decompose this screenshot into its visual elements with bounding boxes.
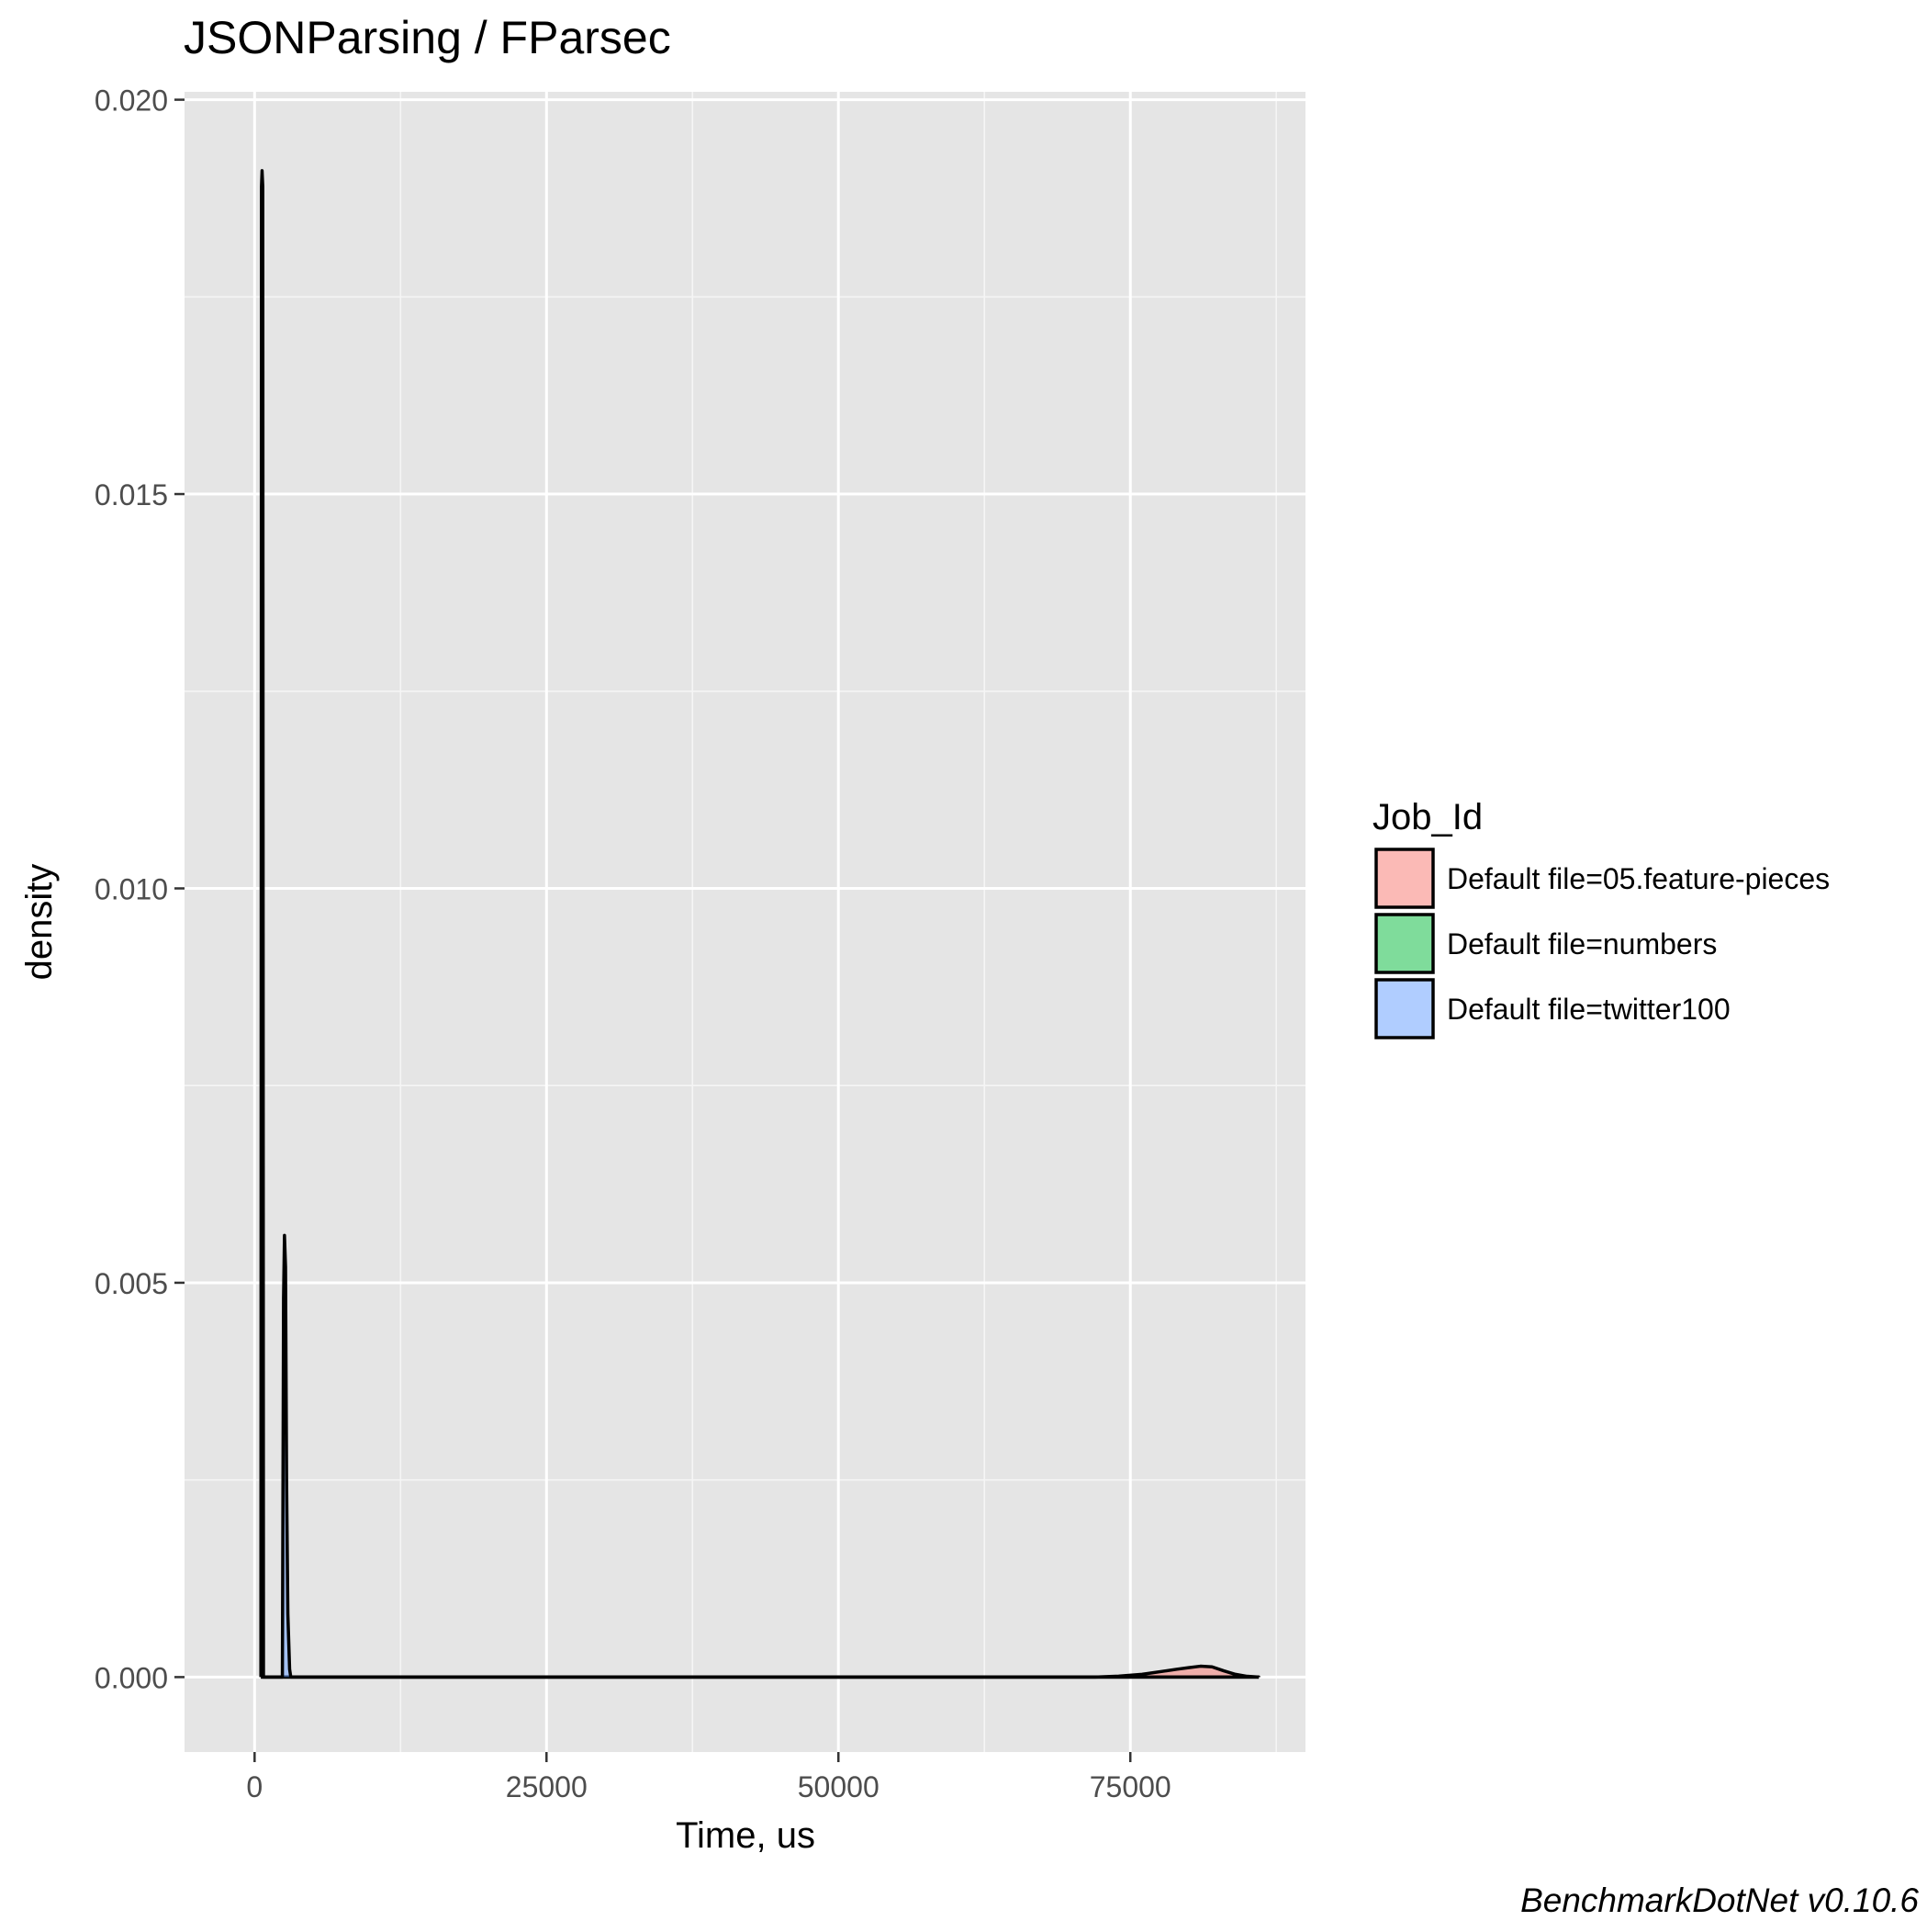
legend-label: Default file=numbers — [1447, 927, 1717, 960]
legend-key-swatch — [1374, 978, 1435, 1039]
x-tick-label: 0 — [246, 1770, 263, 1803]
x-tick-label: 75000 — [1090, 1770, 1171, 1803]
legend-label: Default file=05.feature-pieces — [1447, 862, 1830, 895]
legend-key-swatch — [1374, 913, 1435, 974]
legend-key-swatch — [1374, 848, 1435, 909]
legend-title: Job_Id — [1372, 797, 1483, 837]
plot-panel — [185, 92, 1305, 1752]
y-tick-label: 0.015 — [95, 478, 168, 511]
y-tick-label: 0.010 — [95, 872, 168, 905]
legend-label: Default file=twitter100 — [1447, 993, 1731, 1026]
x-axis-title: Time, us — [676, 1815, 815, 1856]
legend: Job_Id Default file=05.feature-piecesDef… — [1372, 797, 1830, 1039]
x-tick-label: 25000 — [506, 1770, 588, 1803]
y-tick-label: 0.020 — [95, 84, 168, 118]
x-axis: 0 25000 50000 75000 — [246, 1752, 1171, 1803]
y-tick-label: 0.005 — [95, 1267, 168, 1300]
y-axis: 0.000 0.005 0.010 0.015 0.020 — [95, 84, 185, 1694]
x-tick-label: 50000 — [798, 1770, 879, 1803]
y-axis-title: density — [19, 864, 60, 981]
legend-items: Default file=05.feature-pieces Default fi… — [1374, 848, 1830, 1039]
chart-title: JSONParsing / FParsec — [184, 12, 671, 63]
density-series — [259, 169, 1260, 1679]
caption: BenchmarkDotNet v0.10.6 — [1520, 1881, 1919, 1919]
density-line-2 — [261, 1233, 1260, 1679]
minor-gridlines — [185, 92, 1305, 1752]
y-tick-label: 0.000 — [95, 1661, 168, 1694]
